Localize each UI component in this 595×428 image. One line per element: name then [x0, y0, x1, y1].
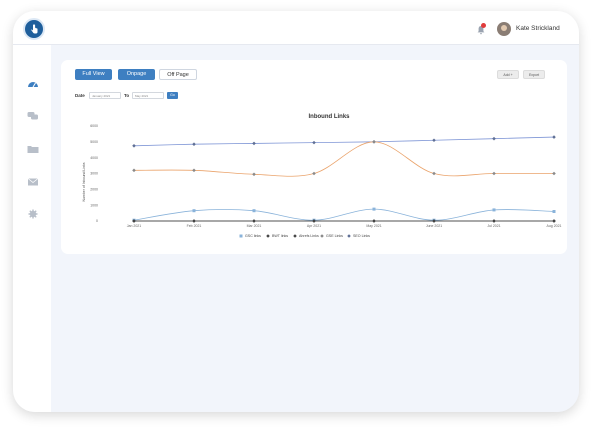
app-window: Kate Strickland Full View Onpage Off Pag… — [13, 11, 579, 412]
y-tick-label: 0 — [96, 219, 98, 223]
data-point[interactable] — [132, 168, 136, 173]
data-point[interactable] — [132, 219, 136, 223]
data-point[interactable] — [252, 141, 256, 146]
date-from-select[interactable]: January 2021 — [89, 92, 121, 99]
x-tick-label: Aug 2021 — [547, 224, 562, 228]
inbound-links-card: Full View Onpage Off Page Add + Export D… — [61, 60, 567, 254]
x-tick-label: Jul 2021 — [487, 224, 500, 228]
x-tick-label: Feb 2021 — [187, 224, 202, 228]
x-tick-label: Apr 2021 — [307, 224, 321, 228]
date-label: Date — [75, 93, 85, 98]
y-tick-label: 2000 — [90, 188, 98, 192]
tab-off-page[interactable]: Off Page — [159, 69, 197, 80]
dashboard-icon[interactable] — [27, 79, 39, 89]
x-tick-label: June 2021 — [426, 224, 442, 228]
notification-badge — [481, 23, 486, 28]
inbound-links-chart: Inbound Links Number of Inbound Links 60… — [82, 114, 562, 238]
data-point[interactable] — [312, 171, 316, 176]
bell-icon[interactable] — [476, 25, 486, 35]
data-point[interactable] — [372, 140, 376, 144]
date-to-select[interactable]: May 2021 — [132, 92, 164, 99]
data-point[interactable] — [312, 219, 316, 223]
folder-icon[interactable] — [27, 144, 39, 154]
data-point[interactable] — [266, 234, 270, 238]
x-tick-label: Jan 2021 — [127, 224, 141, 228]
chart-title: Inbound Links — [309, 114, 351, 120]
y-tick-label: 3000 — [90, 172, 98, 176]
data-point[interactable] — [552, 135, 556, 139]
export-button[interactable]: Export — [523, 70, 545, 79]
date-to-value: May 2021 — [135, 94, 149, 98]
chat-icon[interactable] — [27, 111, 39, 121]
data-point[interactable] — [132, 143, 136, 148]
data-point[interactable] — [492, 208, 496, 212]
y-tick-label: 5000 — [90, 140, 98, 144]
y-tick-label: 6000 — [90, 124, 98, 128]
y-tick-label: 1000 — [90, 203, 98, 207]
series-line-seo-links — [133, 136, 555, 147]
data-point[interactable] — [239, 234, 243, 238]
app-logo-hand-icon[interactable] — [23, 18, 45, 40]
legend-entry[interactable]: SEO Links — [353, 234, 370, 238]
add-button[interactable]: Add + — [497, 70, 519, 79]
legend-entry[interactable]: GSC links — [245, 234, 261, 238]
data-point[interactable] — [347, 234, 351, 238]
data-point[interactable] — [192, 219, 196, 223]
tab-onpage[interactable]: Onpage — [118, 69, 155, 80]
tab-full-view[interactable]: Full View — [75, 69, 112, 80]
go-button[interactable]: Go — [167, 92, 178, 99]
data-point[interactable] — [192, 142, 196, 147]
data-point[interactable] — [552, 210, 556, 213]
data-point[interactable] — [552, 219, 556, 223]
main-content: Full View Onpage Off Page Add + Export D… — [51, 45, 579, 412]
legend-entry[interactable]: Ahrefs Links — [299, 234, 319, 238]
data-point[interactable] — [372, 219, 376, 223]
series-line-gsc-links — [133, 208, 555, 221]
mail-icon[interactable] — [27, 177, 39, 187]
legend-entry[interactable]: GSE Links — [326, 234, 343, 238]
data-point[interactable] — [252, 209, 256, 213]
data-point[interactable] — [552, 171, 556, 176]
data-point[interactable] — [372, 207, 376, 211]
user-name[interactable]: Kate Strickland — [516, 25, 560, 32]
x-tick-label: May 2021 — [366, 224, 381, 228]
data-point[interactable] — [432, 138, 436, 143]
data-point[interactable] — [492, 171, 496, 176]
y-tick-label: 4000 — [90, 156, 98, 160]
series-line-gse-links — [133, 141, 554, 177]
data-point[interactable] — [320, 234, 324, 238]
legend-entry[interactable]: BWT links — [272, 234, 288, 238]
data-point[interactable] — [293, 234, 297, 238]
settings-icon[interactable] — [27, 209, 39, 219]
date-from-value: January 2021 — [92, 94, 111, 98]
data-point[interactable] — [192, 209, 196, 213]
to-label: To — [124, 93, 130, 98]
data-point[interactable] — [492, 136, 496, 141]
data-point[interactable] — [252, 219, 256, 223]
data-point[interactable] — [192, 168, 196, 173]
data-point[interactable] — [312, 140, 316, 145]
data-point[interactable] — [252, 172, 256, 177]
data-point[interactable] — [492, 219, 496, 223]
x-tick-label: Mar 2021 — [247, 224, 262, 228]
data-point[interactable] — [432, 171, 436, 176]
y-axis-label: Number of Inbound Links — [82, 162, 86, 201]
sidebar — [13, 45, 51, 412]
data-point[interactable] — [432, 219, 436, 223]
avatar[interactable] — [497, 22, 511, 36]
top-bar: Kate Strickland — [13, 11, 579, 45]
